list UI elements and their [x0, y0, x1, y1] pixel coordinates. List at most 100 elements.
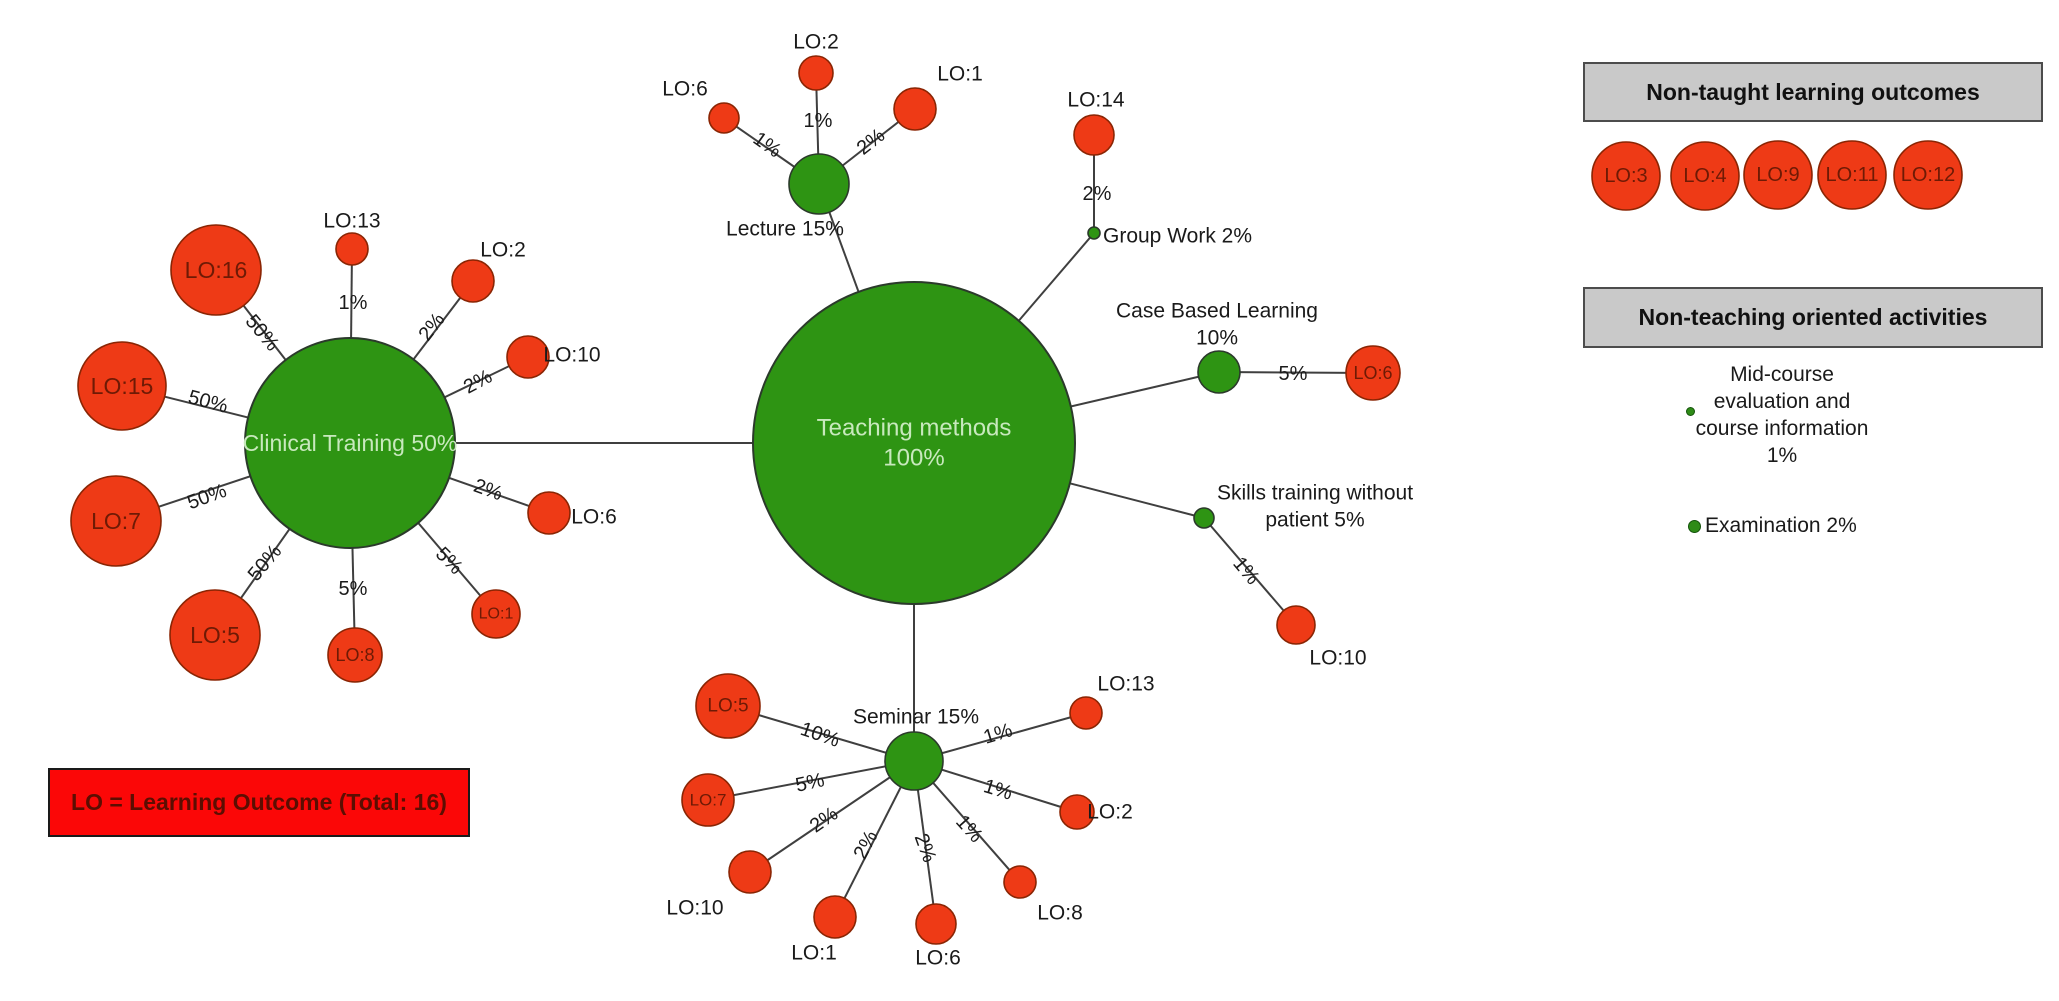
cbl-caption-line1: Case Based Learning	[1116, 300, 1318, 323]
cbl-caption-line2: 10%	[1196, 327, 1238, 350]
outcome-label-c16: LO:16	[185, 257, 248, 283]
hub-label-teaching-line1: Teaching methods	[817, 415, 1012, 442]
outcome-label-c7: LO:7	[91, 508, 141, 534]
edge-label-seminar-m6: 2%	[910, 831, 941, 866]
lecture-caption: Lecture 15%	[726, 218, 844, 241]
hub-circle-cbl	[1197, 350, 1241, 394]
outcome-circle-c10	[506, 335, 550, 379]
outcome-label-l6: LO:6	[662, 78, 708, 101]
hub-label-clinical-line1: Clinical Training 50%	[243, 430, 458, 456]
edge-label-skills-s10: 1%	[1228, 553, 1264, 589]
outcome-circle-c15	[77, 341, 167, 431]
outcome-circle-m1	[813, 895, 857, 939]
outcome-circle-m2	[1059, 794, 1095, 830]
edge-label-clinical-c8: 5%	[339, 578, 368, 600]
edge-label-clinical-c7: 50%	[184, 480, 229, 514]
edge-label-seminar-m7: 5%	[794, 769, 827, 797]
legend-non-taught-header: Non-taught learning outcomes	[1583, 62, 2043, 122]
hub-label-teaching-line2: 100%	[883, 445, 944, 472]
outcome-label-m13: LO:13	[1097, 673, 1154, 696]
skills-caption-line1: Skills training without	[1217, 482, 1413, 505]
outcome-circle-m10	[728, 850, 772, 894]
legend-non-teaching-header: Non-teaching oriented activities	[1583, 287, 2043, 348]
outcome-label-c2: LO:2	[480, 239, 526, 262]
outcome-circle-c1	[471, 589, 521, 639]
hub-circle-clinical	[244, 337, 456, 549]
legend-label-n4: LO:4	[1683, 165, 1726, 187]
outcome-circle-m5	[695, 673, 761, 739]
outcome-circle-l1	[893, 87, 937, 131]
outcome-circle-m6	[915, 903, 957, 945]
skills-caption-line2: patient 5%	[1265, 509, 1364, 532]
mid-course-label: Mid-course evaluation and course informa…	[1695, 363, 1869, 467]
outcome-label-c13: LO:13	[323, 210, 380, 233]
outcome-circle-c5	[169, 589, 261, 681]
edge-skills-s10	[1203, 517, 1297, 626]
legend-circle-n3	[1591, 141, 1661, 211]
lo-definition-text: LO = Learning Outcome (Total: 16)	[71, 789, 447, 815]
legend-circle-n9	[1743, 140, 1813, 210]
edge-label-cbl-cb6: 5%	[1279, 363, 1308, 385]
edge-label-seminar-m5: 10%	[797, 718, 842, 752]
outcome-circle-s10	[1276, 605, 1316, 645]
legend-label-n11: LO:11	[1826, 164, 1879, 186]
outcome-label-m1: LO:1	[791, 942, 837, 965]
outcome-circle-c16	[170, 224, 262, 316]
outcome-label-c6: LO:6	[571, 506, 617, 529]
legend-label-n12: LO:12	[1901, 164, 1955, 186]
outcome-circle-c2	[451, 259, 495, 303]
outcome-label-m2: LO:2	[1087, 801, 1133, 824]
outcome-label-m10: LO:10	[666, 897, 723, 920]
legend-label-n9: LO:9	[1756, 164, 1799, 186]
legend-circle-n11	[1817, 140, 1887, 210]
outcome-circle-g14	[1073, 114, 1115, 156]
outcome-circle-cb6	[1345, 345, 1401, 401]
edge-label-seminar-m10: 2%	[806, 803, 842, 838]
legend-circle-n4	[1670, 141, 1740, 211]
hub-circle-seminar	[884, 731, 944, 791]
edge-seminar-m10	[749, 760, 915, 873]
legend-circle-n12	[1893, 140, 1963, 210]
legend-non-teaching-title: Non-teaching oriented activities	[1638, 304, 1988, 330]
outcome-label-m6: LO:6	[915, 947, 961, 970]
hub-circle-lecture	[788, 153, 850, 215]
outcome-label-m8: LO:8	[1037, 902, 1083, 925]
edge-label-seminar-m8: 1%	[951, 811, 987, 847]
outcome-label-m5: LO:5	[707, 696, 748, 717]
outcome-label-c8: LO:8	[335, 645, 374, 665]
outcome-label-l2: LO:2	[793, 31, 839, 54]
edge-label-clinical-c2: 2%	[414, 309, 449, 345]
edge-label-clinical-c15: 50%	[186, 386, 231, 418]
hub-circle-groupwork	[1087, 226, 1101, 240]
edge-label-clinical-c10: 2%	[460, 365, 496, 398]
edge-label-clinical-c6: 2%	[471, 475, 506, 506]
outcome-label-c1: LO:1	[479, 606, 514, 623]
edge-label-seminar-m2: 1%	[981, 775, 1015, 805]
hub-circle-skills	[1193, 507, 1215, 529]
outcome-circle-m8	[1003, 865, 1037, 899]
outcome-label-m7: LO:7	[690, 791, 727, 810]
outcome-circle-m7	[681, 773, 735, 827]
outcome-label-c10: LO:10	[543, 344, 600, 367]
hub-circle-teaching	[752, 281, 1076, 605]
edge-seminar-m7	[707, 760, 915, 801]
lo-definition-note: LO = Learning Outcome (Total: 16)	[48, 768, 470, 837]
groupwork-caption: Group Work 2%	[1103, 225, 1252, 248]
outcome-circle-m13	[1069, 696, 1103, 730]
edge-label-seminar-m13: 1%	[981, 719, 1015, 749]
seminar-caption: Seminar 15%	[853, 706, 979, 729]
outcome-label-c5: LO:5	[190, 622, 240, 648]
edge-label-clinical-c13: 1%	[339, 292, 368, 314]
outcome-circle-l2	[798, 55, 834, 91]
mid-course-dot-icon	[1686, 407, 1695, 416]
outcome-circle-l6	[708, 102, 740, 134]
outcome-label-c15: LO:15	[91, 373, 154, 399]
legend-non-taught-title: Non-taught learning outcomes	[1646, 78, 1980, 105]
edge-label-groupwork-g14: 2%	[1083, 183, 1112, 205]
outcome-label-s10: LO:10	[1309, 647, 1366, 670]
examination-dot-icon	[1688, 520, 1701, 533]
outcome-circle-c13	[335, 232, 369, 266]
outcome-label-cb6: LO:6	[1353, 363, 1392, 383]
